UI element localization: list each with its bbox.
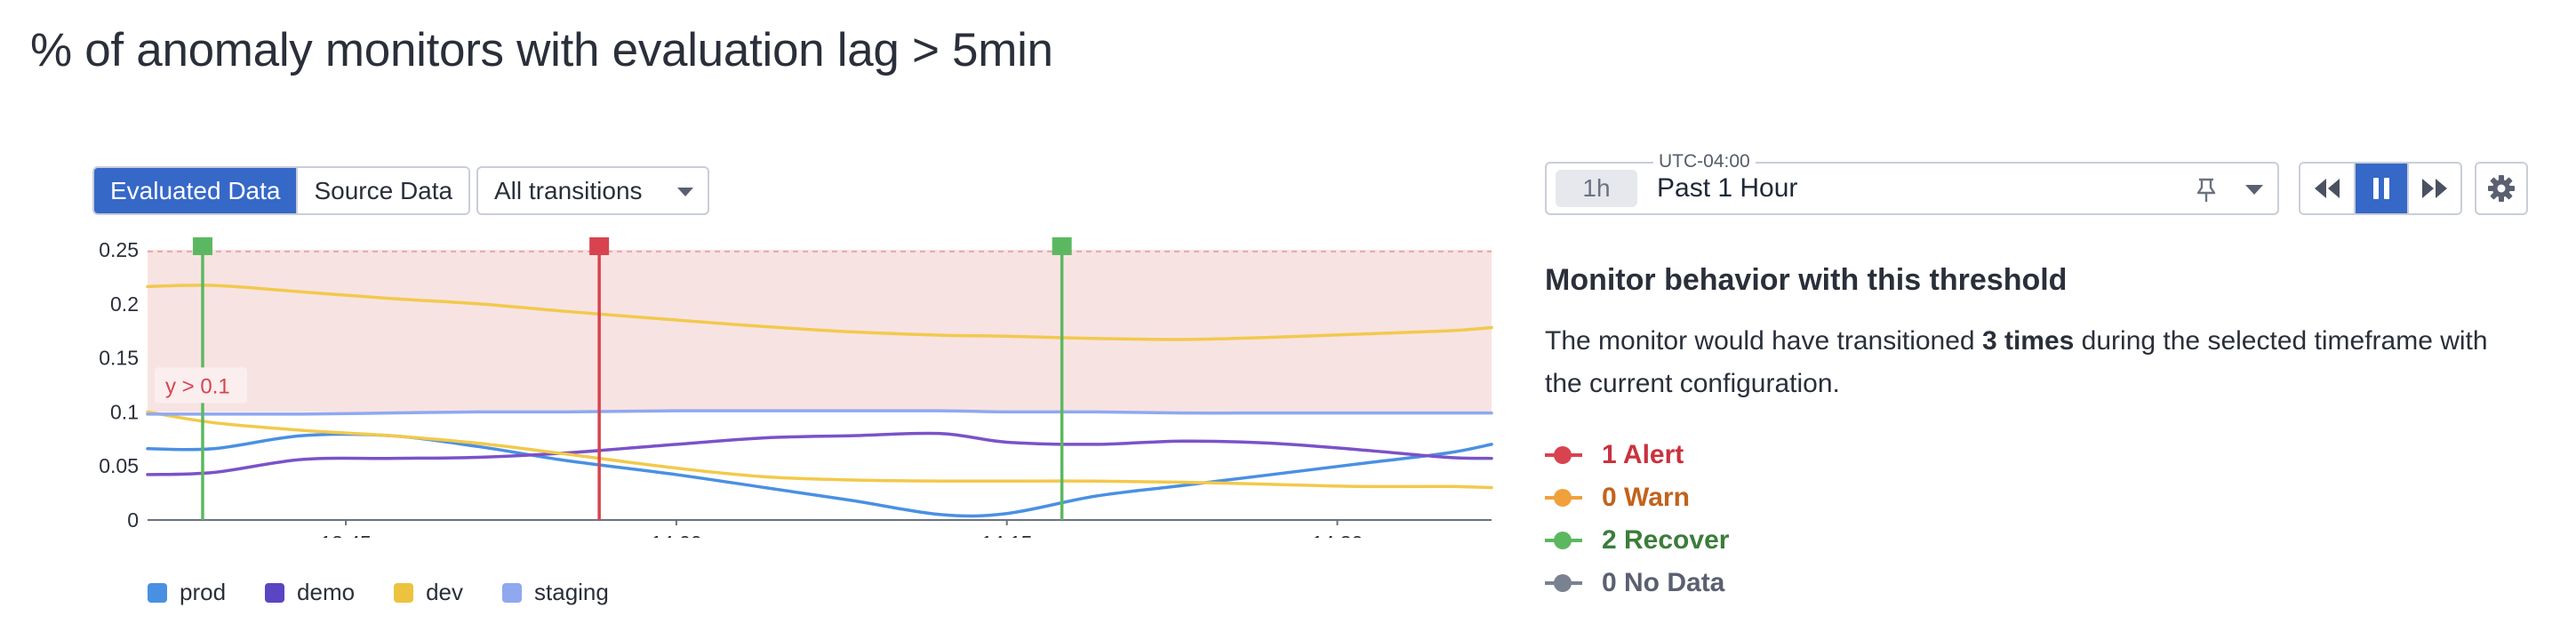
gear-icon	[2488, 175, 2515, 202]
chevron-down-icon	[677, 188, 693, 196]
transition-row: 1 Alert	[1545, 434, 1729, 476]
transition-label: 0 No Data	[1602, 568, 1725, 597]
alert-marker-flag	[589, 237, 610, 255]
legend-label: demo	[297, 579, 356, 605]
x-tick-label: 14:30	[1312, 532, 1364, 538]
source-data-button[interactable]: Source Data	[296, 168, 469, 213]
data-view-toggle: Evaluated Data Source Data	[92, 166, 471, 215]
evaluated-data-button[interactable]: Evaluated Data	[94, 168, 297, 213]
range-chip: 1h	[1556, 170, 1637, 207]
y-tick-label: 0.2	[110, 292, 139, 316]
x-tick-label: 14:15	[981, 532, 1033, 538]
legend-swatch	[502, 582, 523, 603]
transition-row: 2 Recover	[1545, 519, 1729, 562]
legend-label: dev	[426, 579, 464, 605]
y-tick-label: 0.1	[110, 400, 139, 423]
y-tick-label: 0.05	[99, 454, 139, 477]
desc-count: 3 times	[1981, 326, 2075, 356]
pause-icon	[2373, 178, 2389, 199]
rewind-icon	[2315, 179, 2340, 198]
legend-item-prod[interactable]: prod	[148, 579, 226, 606]
evaluation-lag-chart[interactable]: 0 0.05 0.1 0.15 0.2 0.25 13:45 14:00 14:15 14:30 y…	[89, 227, 1493, 538]
y-tick-label: 0.25	[99, 238, 139, 261]
threshold-section-title: Monitor behavior with this threshold	[1545, 263, 2068, 297]
y-tick-label: 0	[127, 508, 139, 532]
legend-label: prod	[180, 579, 227, 605]
fast-forward-icon	[2422, 179, 2447, 198]
fast-forward-button[interactable]	[2407, 164, 2460, 213]
range-text: Past 1 Hour	[1657, 173, 1798, 203]
transition-label: 1 Alert	[1602, 440, 1684, 469]
playback-controls	[2299, 162, 2462, 215]
transition-label: 0 Warn	[1602, 483, 1690, 512]
legend-swatch	[148, 582, 167, 603]
transition-summary: 1 Alert 0 Warn 2 Recover 0 No Data	[1545, 434, 1729, 604]
transition-marker-icon	[1545, 574, 1582, 592]
series-line-dev	[146, 284, 1493, 341]
threshold-label: y > 0.1	[165, 374, 230, 398]
desc-suffix: during the selected timeframe with the c…	[1545, 326, 2488, 398]
transition-marker-icon	[1545, 446, 1582, 464]
legend-label: staging	[534, 579, 609, 605]
series-line-staging	[146, 409, 1493, 416]
time-range-picker[interactable]: UTC-04:00 1h Past 1 Hour	[1545, 151, 2279, 215]
x-tick-label: 14:00	[651, 532, 702, 538]
series-line-demo	[146, 431, 1493, 476]
recover-marker-flag	[192, 237, 212, 255]
legend-item-dev[interactable]: dev	[394, 579, 463, 606]
series-line-prod	[146, 432, 1493, 518]
transition-label: 2 Recover	[1602, 525, 1730, 555]
pin-icon[interactable]	[2194, 177, 2219, 208]
settings-button[interactable]	[2475, 162, 2528, 215]
rewind-button[interactable]	[2300, 164, 2354, 213]
transitions-select[interactable]: All transitions	[476, 166, 709, 215]
series-line-dev-lower	[146, 410, 1493, 490]
transition-row: 0 Warn	[1545, 476, 1729, 519]
pause-button[interactable]	[2354, 164, 2407, 213]
chart-legend: prod demo dev staging	[148, 579, 648, 606]
legend-item-demo[interactable]: demo	[265, 579, 355, 606]
transition-marker-icon	[1545, 532, 1582, 549]
chevron-down-icon[interactable]	[2245, 185, 2263, 195]
legend-swatch	[394, 582, 414, 603]
y-tick-label: 0.15	[99, 347, 139, 370]
legend-swatch	[265, 582, 285, 603]
transition-row: 0 No Data	[1545, 562, 1729, 604]
threshold-label-bg	[155, 367, 247, 404]
transition-marker-icon	[1545, 489, 1582, 507]
transitions-select-value: All transitions	[494, 176, 643, 204]
threshold-description: The monitor would have transitioned 3 ti…	[1545, 320, 2532, 405]
recover-marker-flag	[1052, 237, 1072, 255]
legend-item-staging[interactable]: staging	[502, 579, 609, 606]
timezone-label: UTC-04:00	[1653, 151, 1756, 172]
page-title: % of anomaly monitors with evaluation la…	[30, 24, 1053, 76]
x-tick-label: 13:45	[320, 532, 372, 538]
desc-prefix: The monitor would have transitioned	[1545, 326, 1982, 356]
